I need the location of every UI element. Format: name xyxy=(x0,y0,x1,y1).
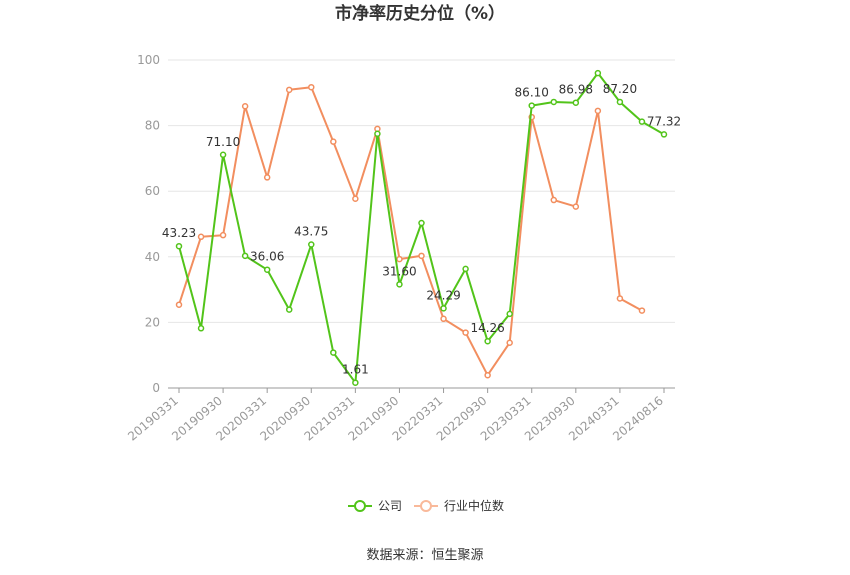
y-tick-label-0: 0 xyxy=(152,381,160,395)
series-0-point-20201231 xyxy=(330,349,337,356)
data-label-20210331: 1.61 xyxy=(342,363,369,377)
y-tick-label-100: 100 xyxy=(137,53,160,67)
grid xyxy=(168,59,675,323)
series-0-point-20221231 xyxy=(506,310,513,318)
series-1-point-20201231 xyxy=(330,138,337,145)
legend-company-label: 公司 xyxy=(378,499,402,513)
series-0-point-20220930 xyxy=(484,337,491,345)
series-0-point-20211231 xyxy=(418,219,425,227)
series-1-point-20190331 xyxy=(175,301,183,308)
legend-item-industry-median[interactable]: 行业中位数 xyxy=(414,498,504,513)
y-tick-label-60: 60 xyxy=(145,184,160,198)
axes: 0204060801002019033120190930202003312020… xyxy=(125,53,675,444)
data-label-20200930: 43.75 xyxy=(294,225,328,239)
series-0-point-20190930 xyxy=(219,151,227,159)
legend-item-company[interactable]: 公司 xyxy=(348,499,402,513)
series-1-point-20231231 xyxy=(594,107,602,115)
series-1-point-20211231 xyxy=(418,252,425,260)
data-labels: 43.23 71.10 36.06 43.75 1.61 31.60 24.29 14.26 8… xyxy=(162,82,681,377)
series-1-point-20190630 xyxy=(197,233,205,241)
series-0-point-20240331 xyxy=(616,98,624,106)
series-1-point-20190930 xyxy=(219,231,227,239)
series-0-point-20191231 xyxy=(241,252,249,260)
legend-company-marker xyxy=(354,500,366,512)
series-1-point-20221231 xyxy=(506,339,513,346)
series-0-point-20240630 xyxy=(638,118,646,125)
series-0-point-20230930 xyxy=(572,99,580,106)
series-1-point-20240630 xyxy=(638,307,646,314)
series-0-point-20200930 xyxy=(308,241,315,248)
series-1-point-20200331 xyxy=(263,174,271,181)
series-0-point-20240816 xyxy=(660,131,668,138)
series-0-point-20210331 xyxy=(352,379,359,386)
series-line-1 xyxy=(178,86,643,377)
legend-industry-marker xyxy=(420,500,432,512)
series-1-point-20230930 xyxy=(572,203,580,210)
data-source: 数据来源：恒生聚源 xyxy=(366,548,483,563)
series-1-point-20220930 xyxy=(484,371,491,379)
chart-title: 市净率历史分位（%） xyxy=(335,3,505,24)
series-1-point-20210331 xyxy=(352,195,359,202)
series-0-point-20220331 xyxy=(440,305,447,312)
series-0-point-20200630 xyxy=(285,306,293,313)
series-0-point-20190630 xyxy=(197,325,205,332)
data-label-20200331: 36.06 xyxy=(250,250,284,264)
series-0-point-20230331 xyxy=(528,102,535,109)
data-label-20230930: 86.98 xyxy=(559,83,593,97)
legend[interactable]: 公司 行业中位数 xyxy=(348,498,504,513)
series-0-point-20220630 xyxy=(462,265,469,273)
series-1-point-20191231 xyxy=(241,102,249,110)
y-tick-label-40: 40 xyxy=(145,250,160,264)
series-0-point-20230630 xyxy=(550,98,558,106)
data-label-20190331: 43.23 xyxy=(162,226,196,240)
series-0-point-20210930 xyxy=(396,281,403,288)
series-line-0 xyxy=(178,72,665,384)
y-tick-label-80: 80 xyxy=(145,119,160,133)
data-label-20210930: 31.60 xyxy=(382,264,416,278)
data-label-20230331: 86.10 xyxy=(515,86,549,100)
series-0-point-20200331 xyxy=(263,266,271,273)
series-1-point-20220630 xyxy=(462,329,469,336)
series-1-point-20220331 xyxy=(440,315,447,323)
series-1-point-20200630 xyxy=(285,86,293,94)
data-label-20190930: 71.10 xyxy=(206,135,240,149)
series-1-point-20210930 xyxy=(396,255,403,263)
data-label-20220331: 24.29 xyxy=(426,288,460,302)
series-0-point-20231231 xyxy=(594,69,602,77)
series-0-point-20210630 xyxy=(374,130,381,138)
y-tick-label-20: 20 xyxy=(145,315,160,329)
data-label-20240816: 77.32 xyxy=(647,114,681,128)
series-0-point-20190331 xyxy=(175,242,183,250)
series-1-point-20230630 xyxy=(550,196,558,204)
series-1-point-20200930 xyxy=(308,83,315,91)
data-label-20220930: 14.26 xyxy=(470,321,504,335)
legend-industry-label: 行业中位数 xyxy=(444,498,504,513)
series-1-point-20240331 xyxy=(616,295,624,302)
series-layer xyxy=(175,69,668,386)
data-label-20240331: 87.20 xyxy=(603,82,637,96)
